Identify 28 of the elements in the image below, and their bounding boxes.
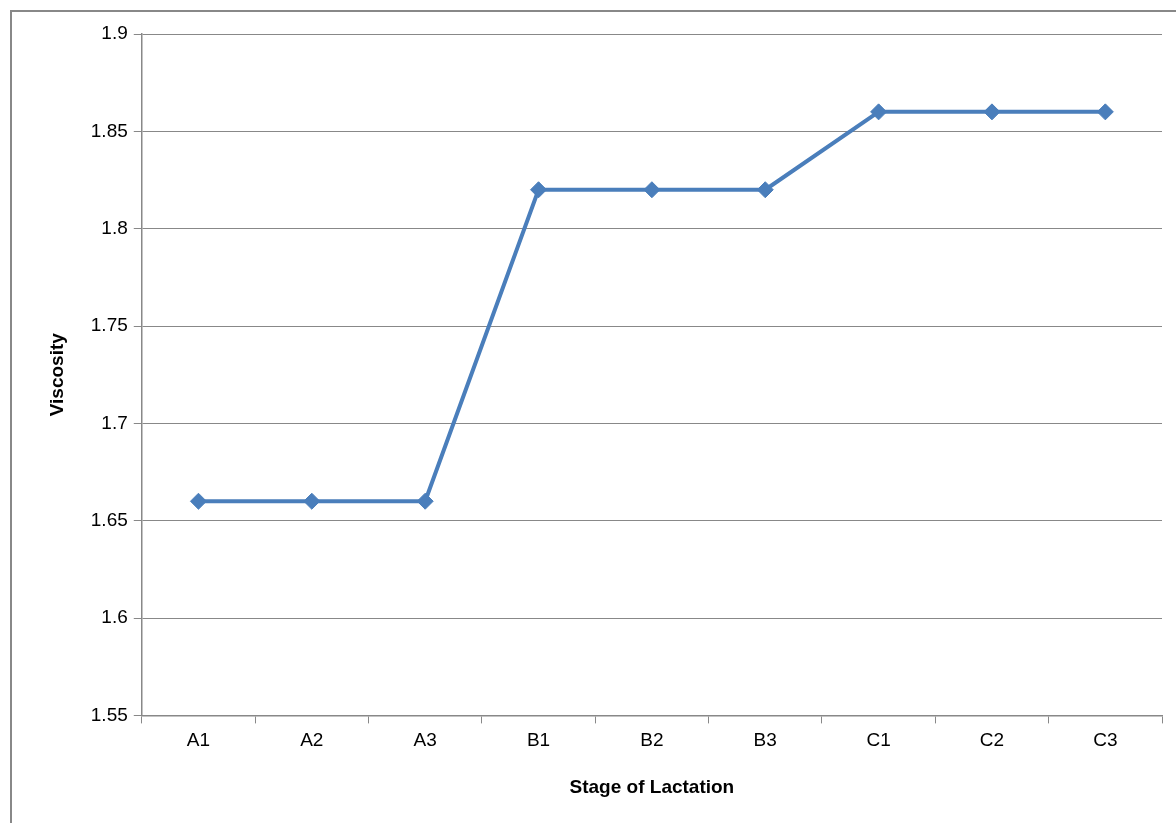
y-tick-label: 1.65 xyxy=(90,508,128,530)
x-tick-label: A3 xyxy=(413,729,437,751)
x-tick-label: A2 xyxy=(300,729,324,751)
x-tick-label: C3 xyxy=(1093,729,1118,751)
point xyxy=(303,492,321,510)
point xyxy=(1096,103,1114,121)
y-tick-label: 1.75 xyxy=(90,314,128,336)
point xyxy=(756,181,774,199)
point xyxy=(983,103,1001,121)
y-tick-label: 1.9 xyxy=(101,22,128,44)
point xyxy=(530,181,548,199)
point xyxy=(870,103,888,121)
x-tick-label: B2 xyxy=(640,729,664,751)
y-tick-label: 1.8 xyxy=(101,216,128,238)
point xyxy=(189,492,207,510)
y-tick-label: 1.7 xyxy=(101,411,128,433)
x-tick-label: B1 xyxy=(526,729,551,751)
point xyxy=(643,181,661,199)
point xyxy=(416,492,434,510)
x-tick-label: B3 xyxy=(753,729,777,751)
x-tick-label: C2 xyxy=(979,729,1005,751)
y-tick-label: 1.55 xyxy=(90,703,128,725)
x-tick-label: C1 xyxy=(866,729,891,751)
y-tick-label: 1.85 xyxy=(90,119,128,141)
x-tick-label: A1 xyxy=(186,729,211,751)
x-axis-title: Stage of Lactation xyxy=(569,775,735,797)
y-axis-title: Viscosity xyxy=(45,332,67,417)
y-tick-label: 1.6 xyxy=(101,606,128,628)
